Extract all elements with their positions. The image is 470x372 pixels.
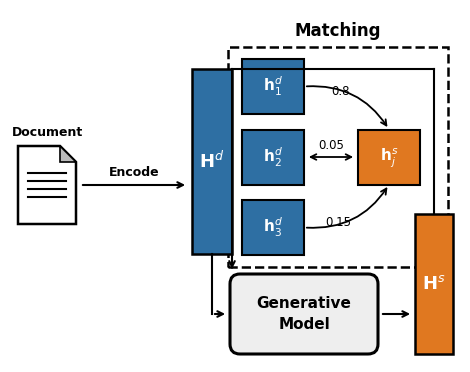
Bar bbox=[242, 200, 304, 255]
Text: 0.15: 0.15 bbox=[325, 216, 351, 229]
Bar bbox=[192, 69, 232, 254]
Text: Document: Document bbox=[11, 125, 83, 138]
Text: $\mathbf{h}_2^d$: $\mathbf{h}_2^d$ bbox=[263, 145, 283, 169]
Bar bbox=[242, 129, 304, 185]
Polygon shape bbox=[18, 146, 76, 224]
Text: Generative
Model: Generative Model bbox=[257, 296, 352, 332]
Polygon shape bbox=[60, 146, 76, 162]
Bar bbox=[358, 129, 420, 185]
Text: $\mathbf{h}_1^d$: $\mathbf{h}_1^d$ bbox=[263, 75, 283, 98]
Text: 0.8: 0.8 bbox=[331, 85, 349, 98]
FancyBboxPatch shape bbox=[230, 274, 378, 354]
Text: $\mathbf{h}_3^d$: $\mathbf{h}_3^d$ bbox=[263, 216, 283, 239]
Text: 0.05: 0.05 bbox=[318, 138, 344, 151]
Text: Matching: Matching bbox=[295, 22, 381, 40]
Bar bbox=[415, 214, 453, 354]
Text: $\mathbf{h}_j^s$: $\mathbf{h}_j^s$ bbox=[380, 145, 398, 169]
Text: Encode: Encode bbox=[109, 166, 159, 179]
Text: $\mathbf{H}^d$: $\mathbf{H}^d$ bbox=[199, 151, 225, 172]
Bar bbox=[242, 59, 304, 114]
Text: $\mathbf{H}^s$: $\mathbf{H}^s$ bbox=[422, 275, 446, 293]
Bar bbox=[228, 47, 448, 267]
